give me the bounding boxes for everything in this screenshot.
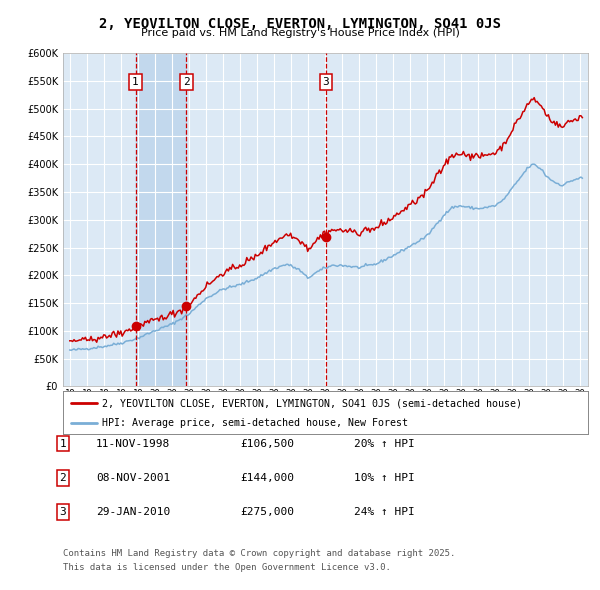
Text: 2: 2 <box>183 77 190 87</box>
Bar <box>136 53 187 386</box>
Text: 3: 3 <box>323 77 329 87</box>
Text: £144,000: £144,000 <box>240 473 294 483</box>
Text: This data is licensed under the Open Government Licence v3.0.: This data is licensed under the Open Gov… <box>63 563 391 572</box>
Text: 2, YEOVILTON CLOSE, EVERTON, LYMINGTON, SO41 0JS (semi-detached house): 2, YEOVILTON CLOSE, EVERTON, LYMINGTON, … <box>103 398 523 408</box>
Text: 29-JAN-2010: 29-JAN-2010 <box>96 507 170 517</box>
Text: 10% ↑ HPI: 10% ↑ HPI <box>354 473 415 483</box>
Text: Contains HM Land Registry data © Crown copyright and database right 2025.: Contains HM Land Registry data © Crown c… <box>63 549 455 558</box>
Text: HPI: Average price, semi-detached house, New Forest: HPI: Average price, semi-detached house,… <box>103 418 409 428</box>
Text: 24% ↑ HPI: 24% ↑ HPI <box>354 507 415 517</box>
Text: 20% ↑ HPI: 20% ↑ HPI <box>354 439 415 448</box>
Text: £106,500: £106,500 <box>240 439 294 448</box>
Text: 1: 1 <box>59 439 67 448</box>
Text: 1: 1 <box>132 77 139 87</box>
Text: 3: 3 <box>59 507 67 517</box>
Text: Price paid vs. HM Land Registry's House Price Index (HPI): Price paid vs. HM Land Registry's House … <box>140 28 460 38</box>
Text: 08-NOV-2001: 08-NOV-2001 <box>96 473 170 483</box>
Text: 2, YEOVILTON CLOSE, EVERTON, LYMINGTON, SO41 0JS: 2, YEOVILTON CLOSE, EVERTON, LYMINGTON, … <box>99 17 501 31</box>
Text: £275,000: £275,000 <box>240 507 294 517</box>
Text: 2: 2 <box>59 473 67 483</box>
Text: 11-NOV-1998: 11-NOV-1998 <box>96 439 170 448</box>
